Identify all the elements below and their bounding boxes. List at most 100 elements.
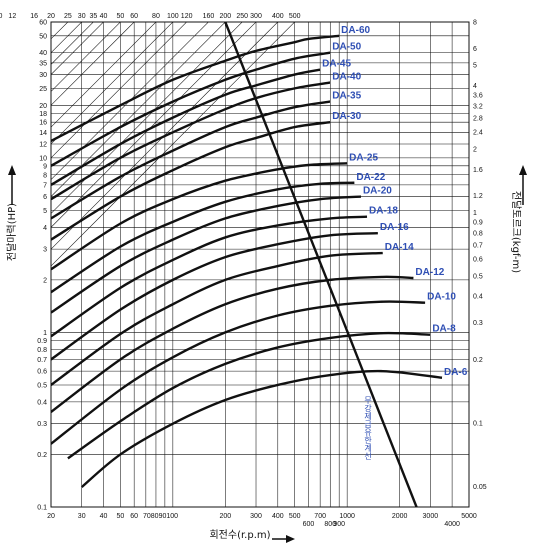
y-tick-label: 4 (43, 225, 47, 232)
top-tick-label: 400 (272, 13, 284, 20)
y2-tick-label: 0.4 (473, 294, 483, 301)
top-tick-label: 60 (130, 13, 138, 20)
top-tick-label: 35 (89, 13, 97, 20)
x-tick-label: 200 (219, 513, 231, 520)
x-tick-label: 800 (324, 521, 336, 528)
y-tick-label: 50 (39, 33, 47, 40)
top-tick-label: 25 (64, 13, 72, 20)
y-tick-label: 5 (43, 208, 47, 215)
top-tick-label: 10 (0, 13, 3, 20)
y-tick-label: 18 (39, 111, 47, 118)
y-tick-label: 0.3 (37, 421, 47, 428)
y2-tick-label: 2 (473, 146, 477, 153)
y-tick-label: 0.1 (37, 505, 47, 512)
x-tick-label: 900 (333, 521, 345, 528)
series-label-da-14: DA-14 (385, 242, 414, 253)
y-tick-label: 0.6 (37, 369, 47, 376)
y2-axis-arrow (519, 165, 527, 205)
y-tick-label: 1 (43, 330, 47, 337)
x-tick-label: 20 (47, 513, 55, 520)
series-line-da-30 (51, 121, 331, 241)
y2-tick-label: 0.5 (473, 273, 483, 280)
y-tick-label: 9 (43, 163, 47, 170)
series-line-da-40 (51, 81, 331, 201)
y-tick-label: 10 (39, 155, 47, 162)
top-tick-label: 30 (78, 13, 86, 20)
series-line-da-45 (51, 68, 321, 186)
y2-tick-label: 0.05 (473, 484, 487, 491)
y2-tick-label: 3.2 (473, 103, 483, 110)
series-label-da-30: DA-30 (332, 111, 361, 122)
series-label-da-40: DA-40 (332, 72, 361, 83)
y-tick-label: 0.2 (37, 452, 47, 459)
series-label-da-25: DA-25 (349, 152, 378, 163)
plot-frame (50, 21, 470, 508)
y-tick-label: 35 (39, 60, 47, 67)
y2-axis-title: 전달토르크(kgf-m) (510, 191, 522, 273)
top-tick-label: 120 (181, 13, 193, 20)
y2-tick-label: 0.9 (473, 219, 483, 226)
y2-tick-label: 4 (473, 83, 477, 90)
series-line-da-12 (51, 275, 414, 413)
top-tick-label: 200 (219, 13, 231, 20)
x-tick-label: 4000 (444, 521, 460, 528)
x-axis-title: 회전수(r.p.m) (209, 529, 270, 541)
axis-ticks: 0.10.20.30.40.50.60.70.80.91234567891012… (0, 13, 487, 528)
series-line-da-35 (51, 100, 331, 220)
y-tick-label: 14 (39, 130, 47, 137)
y2-tick-label: 0.6 (473, 257, 483, 264)
series-label-da-50: DA-50 (332, 42, 361, 53)
y2-tick-label: 8 (473, 20, 477, 27)
top-tick-label: 300 (250, 13, 262, 20)
y2-tick-label: 0.8 (473, 230, 483, 237)
x-tick-label: 2000 (392, 513, 408, 520)
top-tick-label: 500 (289, 13, 301, 20)
y-axis-arrow (8, 165, 16, 205)
series-label-da-8: DA-8 (432, 324, 456, 335)
series-label-da-20: DA-20 (363, 186, 392, 197)
series-label-da-35: DA-35 (332, 91, 361, 102)
y2-tick-label: 0.7 (473, 242, 483, 249)
y2-tick-label: 5 (473, 63, 477, 70)
top-tick-label: 80 (152, 13, 160, 20)
limit-line (224, 22, 418, 507)
y-tick-label: 8 (43, 172, 47, 179)
series-label-da-12: DA-12 (415, 267, 444, 278)
y-tick-label: 16 (39, 120, 47, 127)
y-tick-label: 2 (43, 277, 47, 284)
y-tick-label: 40 (39, 50, 47, 57)
top-tick-label: 16 (30, 13, 38, 20)
series-label-da-10: DA-10 (427, 292, 456, 303)
y2-tick-label: 6 (473, 46, 477, 53)
top-tick-label: 20 (47, 13, 55, 20)
y2-tick-label: 3.6 (473, 93, 483, 100)
x-tick-label: 1000 (339, 513, 355, 520)
y-tick-label: 0.8 (37, 347, 47, 354)
y-tick-label: 3 (43, 247, 47, 254)
series-line-da-10 (51, 300, 426, 445)
x-tick-label: 700 (314, 513, 326, 520)
y-axis-title: 전달마력(HP) (6, 203, 18, 261)
series-label-da-22: DA-22 (356, 172, 385, 183)
y2-tick-label: 0.3 (473, 320, 483, 327)
y-tick-label: 0.7 (37, 357, 47, 364)
top-tick-label: 12 (8, 13, 16, 20)
top-tick-label: 250 (236, 13, 248, 20)
y2-tick-label: 0.1 (473, 421, 483, 428)
series-line-da-16 (51, 232, 378, 361)
series-line-da-22 (51, 181, 355, 294)
y-tick-label: 7 (43, 182, 47, 189)
x-axis-arrow (272, 535, 295, 543)
x-tick-label: 60 (130, 513, 138, 520)
series-line-da-18 (51, 215, 368, 338)
series-label-da-6: DA-6 (444, 367, 468, 378)
y-tick-label: 30 (39, 72, 47, 79)
x-tick-label: 40 (100, 513, 108, 520)
y-tick-label: 0.4 (37, 399, 47, 406)
top-tick-label: 50 (116, 13, 124, 20)
x-tick-label: 708090100 (143, 513, 178, 520)
y-tick-label: 25 (39, 86, 47, 93)
y2-tick-label: 1 (473, 210, 477, 217)
series-line-da-20 (51, 195, 362, 314)
